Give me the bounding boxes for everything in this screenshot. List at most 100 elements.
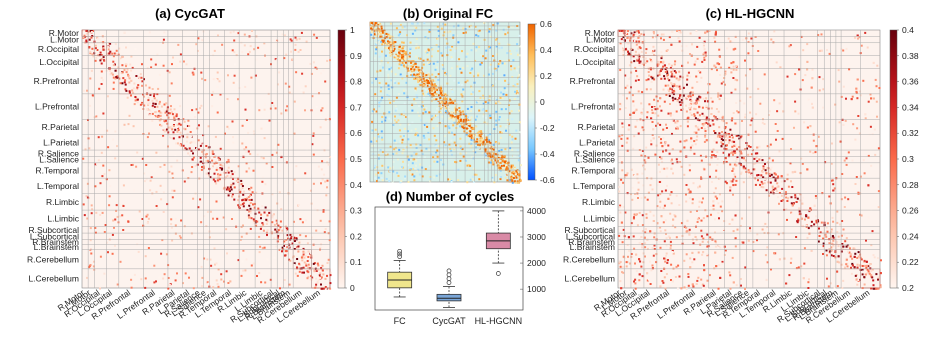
cycgat-cell — [265, 207, 267, 209]
hl-cell — [697, 221, 699, 223]
hl-cell — [691, 261, 693, 263]
cycgat-cell — [234, 75, 236, 77]
hl-cell — [633, 248, 635, 250]
cycgat-cell — [109, 70, 111, 72]
fc-cell — [517, 149, 519, 151]
fc-cell — [436, 108, 438, 110]
cycgat-cell — [208, 149, 210, 151]
fc-cell — [436, 66, 438, 68]
hl-cell — [765, 169, 767, 171]
hl-cell — [648, 279, 650, 281]
fc-cell — [420, 119, 422, 121]
fc-cell — [478, 90, 480, 92]
fc-cell — [454, 142, 456, 144]
hl-cell — [850, 253, 852, 255]
fc-cell — [398, 82, 400, 84]
hl-cell — [639, 223, 641, 225]
hl-cell — [729, 129, 731, 131]
fc-cell — [445, 98, 447, 100]
hl-cell — [733, 141, 735, 143]
fc-cell — [450, 49, 452, 51]
fc-cell — [472, 137, 474, 139]
fc-cell — [451, 56, 453, 58]
fc-cell — [420, 58, 422, 60]
hl-cell — [640, 102, 642, 104]
hl-cell — [832, 217, 834, 219]
hl-cell — [756, 160, 758, 162]
cycgat-cell — [280, 129, 282, 131]
fc-cell — [415, 66, 417, 68]
fc-cell — [410, 62, 412, 64]
cycgat-cell — [272, 215, 274, 217]
hl-cell — [626, 265, 628, 267]
cycgat-cell — [176, 272, 178, 274]
cycgat-row-label: L.Limbic — [47, 213, 79, 223]
cycgat-cell — [154, 141, 156, 143]
cycgat-cell — [220, 148, 222, 150]
fc-cell — [413, 74, 415, 76]
cycgat-cell — [114, 219, 116, 221]
fc-colorbar-ticklabel: 0.4 — [540, 45, 552, 55]
cycgat-cell — [286, 161, 288, 163]
hl-cell — [636, 178, 638, 180]
hl-cell — [713, 37, 715, 39]
hl-cell — [664, 261, 666, 263]
cycgat-cell — [216, 201, 218, 203]
hl-cell — [622, 126, 624, 128]
fc-cell — [485, 50, 487, 52]
fc-cell — [492, 163, 494, 165]
hl-cell — [652, 247, 654, 249]
cycgat-cell — [163, 211, 165, 213]
cycgat-cell — [271, 166, 273, 168]
cycgat-cell — [219, 169, 221, 171]
cycgat-cell — [218, 159, 220, 161]
cycgat-cell — [136, 243, 138, 245]
cycgat-cell — [227, 282, 229, 284]
cycgat-cell — [124, 124, 126, 126]
cycgat-cell — [160, 104, 162, 106]
cycgat-cell — [100, 52, 102, 54]
fc-cell — [384, 120, 386, 122]
fc-cell — [502, 62, 504, 64]
fc-cell — [482, 116, 484, 118]
hl-cell — [821, 222, 823, 224]
hl-cell — [652, 121, 654, 123]
cycgat-cell — [116, 204, 118, 206]
hl-cell — [726, 144, 728, 146]
fc-cell — [390, 48, 392, 50]
hl-cell — [666, 253, 668, 255]
fc-cell — [444, 135, 446, 137]
cycgat-cell — [100, 182, 102, 184]
fc-cell — [452, 137, 454, 139]
hl-cell — [822, 253, 824, 255]
cycgat-cell — [158, 234, 160, 236]
cycgat-cell — [174, 108, 176, 110]
cycgat-cell — [135, 166, 137, 168]
fc-cell — [401, 75, 403, 77]
cycgat-cell — [271, 102, 273, 104]
cycgat-cell — [120, 82, 122, 84]
cycgat-cell — [230, 184, 232, 186]
cycgat-cell — [92, 94, 94, 96]
cycgat-cell — [125, 84, 127, 86]
cycgat-cell — [101, 77, 103, 79]
fc-cell — [512, 165, 514, 167]
hl-cell — [755, 113, 757, 115]
hl-cell — [651, 60, 653, 62]
cycgat-cell — [148, 133, 150, 135]
fc-cell — [417, 134, 419, 136]
fc-cell — [501, 165, 503, 167]
hl-cell — [635, 80, 637, 82]
cycgat-cell — [322, 179, 324, 181]
hl-cell — [697, 277, 699, 279]
hl-cell — [794, 194, 796, 196]
fc-cell — [418, 69, 420, 71]
cycgat-cell — [316, 106, 318, 108]
hl-cell — [766, 223, 768, 225]
fc-cell — [504, 33, 506, 35]
hl-cell — [659, 74, 661, 76]
hl-cell — [750, 38, 752, 40]
cycgat-cell — [317, 281, 319, 283]
fc-cell — [403, 113, 405, 115]
hl-cell — [766, 167, 768, 169]
